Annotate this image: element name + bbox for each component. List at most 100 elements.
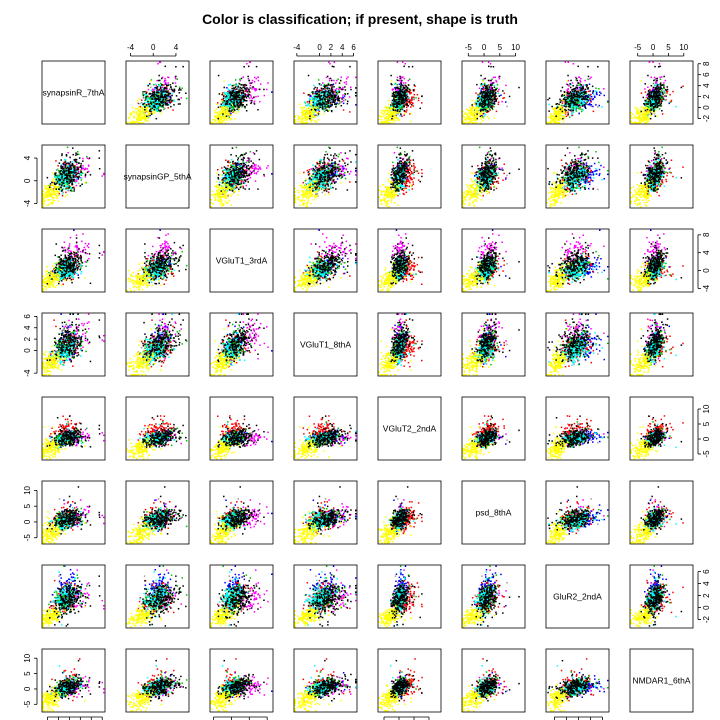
data-point <box>221 110 224 112</box>
data-point <box>394 109 397 112</box>
data-point <box>330 97 332 99</box>
data-point <box>140 116 143 118</box>
data-point <box>316 106 319 108</box>
data-point <box>165 86 168 89</box>
data-point <box>133 117 135 119</box>
data-point <box>246 87 248 89</box>
data-point <box>294 120 296 123</box>
data-point <box>479 107 481 109</box>
data-point <box>319 105 322 107</box>
data-point <box>391 117 393 120</box>
data-point <box>236 94 238 97</box>
data-point <box>233 101 235 104</box>
data-point <box>603 94 605 97</box>
data-point <box>231 99 234 101</box>
data-point <box>164 95 166 97</box>
data-point <box>156 97 158 99</box>
data-point <box>224 106 227 108</box>
data-point <box>307 74 310 77</box>
data-point <box>598 94 601 96</box>
data-point <box>474 107 476 110</box>
data-point <box>245 90 247 93</box>
data-point <box>590 96 593 98</box>
data-point <box>338 98 340 101</box>
data-point <box>160 103 163 106</box>
data-point <box>463 116 465 118</box>
data-point <box>324 95 327 98</box>
data-point <box>156 86 158 89</box>
data-point <box>146 110 149 113</box>
data-point <box>310 104 312 106</box>
data-point <box>245 88 248 90</box>
data-point <box>146 99 149 101</box>
data-point <box>307 104 309 107</box>
data-point <box>332 97 334 99</box>
data-point <box>228 101 230 104</box>
data-point <box>505 84 507 87</box>
data-point <box>158 89 161 92</box>
data-point <box>338 86 340 88</box>
data-point <box>245 84 248 87</box>
data-point <box>159 84 161 87</box>
data-point <box>339 86 341 89</box>
data-point <box>133 115 135 117</box>
data-point <box>324 103 326 105</box>
data-point <box>229 83 232 86</box>
data-point <box>340 88 342 90</box>
data-point <box>230 107 233 110</box>
data-point <box>313 100 315 103</box>
data-point <box>175 77 177 80</box>
data-point <box>249 61 251 63</box>
data-point <box>299 117 301 120</box>
data-point <box>331 103 333 106</box>
data-point <box>140 113 143 115</box>
data-point <box>155 109 157 111</box>
data-point <box>487 93 489 95</box>
data-point <box>338 97 340 99</box>
data-point <box>340 97 342 99</box>
data-point <box>589 90 591 92</box>
data-point <box>143 115 145 117</box>
data-point <box>155 105 157 107</box>
data-point <box>318 99 320 101</box>
data-point <box>493 84 495 87</box>
data-point <box>167 99 170 102</box>
data-point <box>180 89 182 91</box>
data-point <box>319 99 321 102</box>
data-point <box>160 110 162 112</box>
data-point <box>313 111 315 114</box>
data-point <box>243 66 245 68</box>
data-point <box>162 91 164 93</box>
data-point <box>472 111 475 113</box>
data-point <box>496 83 499 86</box>
data-point <box>592 92 594 94</box>
data-point <box>388 122 390 124</box>
data-point <box>150 113 152 115</box>
data-point <box>307 110 309 112</box>
data-point <box>330 90 333 93</box>
data-point <box>246 88 248 90</box>
data-point <box>567 61 569 63</box>
data-point <box>142 117 144 120</box>
data-point <box>143 113 145 115</box>
data-point <box>253 96 255 98</box>
data-point <box>394 103 396 105</box>
data-point <box>571 112 573 114</box>
data-point <box>231 103 233 105</box>
data-point <box>128 117 130 120</box>
data-point <box>316 102 319 104</box>
data-point <box>334 103 336 105</box>
data-point <box>320 84 322 86</box>
data-point <box>165 100 167 103</box>
data-point <box>226 96 228 99</box>
data-point <box>318 110 321 113</box>
data-point <box>306 101 309 103</box>
data-point <box>239 99 242 101</box>
data-point <box>327 110 329 112</box>
data-point <box>237 109 240 111</box>
data-point <box>301 114 303 116</box>
data-point <box>483 117 485 119</box>
data-point <box>136 118 139 121</box>
data-point <box>309 115 311 117</box>
data-point <box>235 92 238 95</box>
